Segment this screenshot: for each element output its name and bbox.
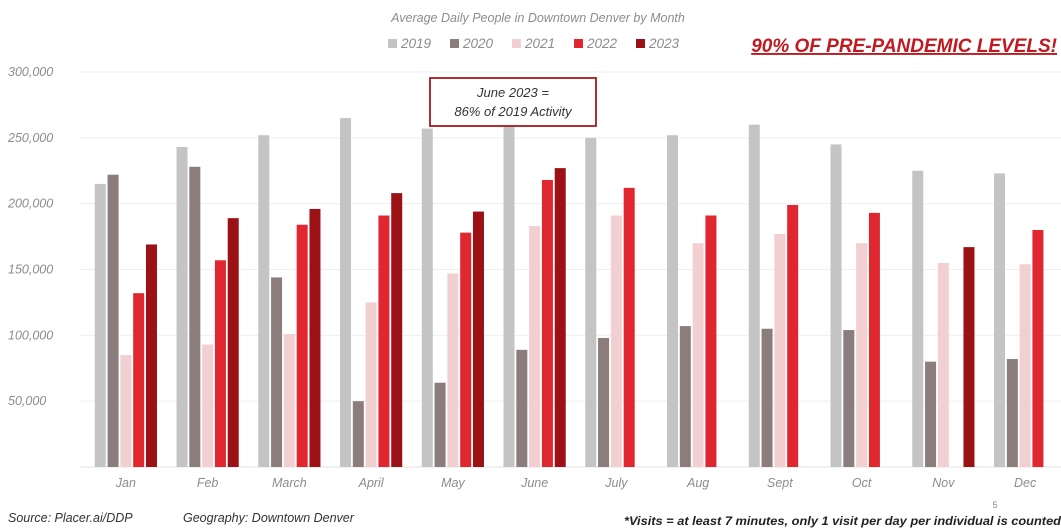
bar-2021-oct (856, 243, 868, 467)
bar-2023-april (391, 193, 403, 467)
x-tick-label: Sept (767, 476, 793, 490)
bar-2019-jan (94, 183, 106, 467)
y-tick-label: 150,000 (8, 263, 53, 277)
legend-swatch-2021 (512, 39, 521, 48)
y-tick-label: 200,000 (7, 197, 53, 211)
bar-2021-march (283, 334, 295, 467)
bar-2023-jan (145, 244, 157, 467)
x-tick-label: Oct (852, 476, 872, 490)
bar-2019-may (421, 128, 433, 467)
footer-note: *Visits = at least 7 minutes, only 1 vis… (624, 516, 1061, 528)
bar-2023-nov (963, 247, 975, 467)
bar-2022-aug (705, 215, 717, 467)
bar-2023-march (309, 208, 321, 467)
bar-2019-dec (994, 173, 1006, 467)
page-number: 5 (992, 500, 997, 510)
bar-2022-march (296, 224, 308, 467)
bar-2021-june (529, 226, 541, 467)
chart-title: Average Daily People in Downtown Denver … (390, 11, 685, 25)
bar-2019-april (340, 118, 352, 467)
bar-2022-july (623, 187, 635, 467)
y-tick-label: 250,000 (7, 131, 53, 145)
legend-swatch-2022 (574, 39, 583, 48)
legend-swatch-2019 (388, 39, 397, 48)
bar-2020-nov (925, 361, 937, 467)
bar-2020-aug (679, 326, 691, 467)
y-tick-label: 300,000 (8, 65, 53, 79)
bar-2021-jan (120, 355, 132, 467)
x-tick-label: Dec (1014, 476, 1037, 490)
x-tick-label: March (272, 476, 307, 490)
x-tick-label: Feb (197, 476, 219, 490)
bar-2019-oct (830, 144, 842, 467)
bar-2022-dec (1032, 230, 1044, 467)
legend-swatch-2020 (450, 39, 459, 48)
bar-2020-may (434, 382, 446, 467)
bar-2021-aug (692, 243, 704, 467)
bar-2023-june (554, 168, 566, 467)
bar-2019-march (258, 135, 270, 467)
y-tick-label: 100,000 (8, 328, 53, 342)
bar-2022-sept (787, 204, 799, 467)
bar-2022-april (378, 215, 390, 467)
x-tick-label: Aug (686, 476, 709, 490)
bar-2020-july (598, 337, 610, 467)
x-tick-label: Nov (932, 476, 955, 490)
bar-2021-nov (937, 262, 949, 467)
annotation-box: June 2023 = 86% of 2019 Activity (429, 77, 597, 127)
annotation-line2: 86% of 2019 Activity (454, 104, 573, 119)
bar-2020-dec (1006, 359, 1018, 467)
legend-label-2020: 2020 (462, 36, 494, 51)
legend-swatch-2023 (636, 39, 645, 48)
legend-label-2023: 2023 (648, 36, 680, 51)
x-tick-label: April (358, 476, 385, 490)
bar-2022-jan (133, 293, 145, 467)
bar-2019-july (585, 137, 597, 468)
x-tick-label: July (604, 476, 628, 490)
bar-2019-nov (912, 170, 924, 467)
bar-2020-sept (761, 328, 773, 467)
bar-2020-jan (107, 174, 119, 467)
bar-2020-march (271, 277, 283, 467)
bar-2021-dec (1019, 264, 1031, 467)
bar-2020-feb (189, 166, 201, 468)
bar-2021-july (610, 215, 622, 467)
bar-2022-june (541, 179, 553, 467)
footer-geography: Geography: Downtown Denver (183, 511, 355, 525)
headline-text: 90% OF PRE-PANDEMIC LEVELS! (751, 36, 1057, 57)
bar-2021-feb (202, 344, 214, 467)
bar-2022-may (460, 232, 472, 467)
bar-2023-may (472, 211, 484, 467)
x-tick-label: June (520, 476, 548, 490)
bar-2019-aug (667, 135, 679, 467)
bar-2019-june (503, 122, 515, 468)
bar-2021-sept (774, 233, 786, 467)
bar-2022-oct (868, 212, 880, 467)
bar-2021-april (365, 302, 377, 467)
legend-label-2019: 2019 (400, 36, 432, 51)
bar-2022-feb (214, 260, 226, 467)
bar-2021-may (447, 273, 459, 467)
y-tick-label: 50,000 (8, 394, 46, 408)
bar-2020-june (516, 349, 528, 467)
x-tick-label: Jan (115, 476, 136, 490)
legend-label-2022: 2022 (586, 36, 618, 51)
bar-2023-feb (227, 218, 239, 467)
legend: 2019 2020 2021 2022 2023 (388, 36, 680, 51)
footer-source: Source: Placer.ai/DDP (8, 511, 133, 525)
x-tick-label: May (441, 476, 465, 490)
bar-2020-oct (843, 330, 855, 467)
annotation-line1: June 2023 = (476, 85, 549, 100)
bar-2020-april (352, 401, 364, 467)
bar-2019-sept (748, 124, 760, 468)
bar-2019-feb (176, 147, 188, 468)
legend-label-2021: 2021 (524, 36, 555, 51)
